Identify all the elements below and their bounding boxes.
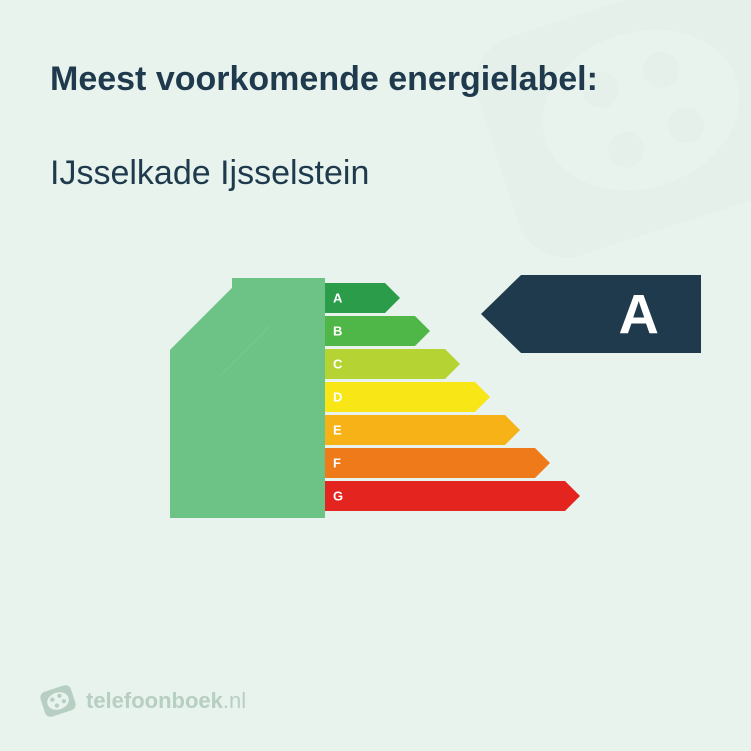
content-area: Meest voorkomende energielabel: IJsselka… bbox=[0, 0, 751, 543]
bar-label: E bbox=[333, 423, 342, 438]
location-subtitle: IJsselkade Ijsselstein bbox=[50, 154, 701, 193]
phonebook-icon bbox=[35, 678, 80, 723]
brand-name-bold: telefoonboek bbox=[86, 688, 223, 713]
house-silhouette bbox=[170, 278, 325, 518]
bar-label: D bbox=[333, 390, 342, 405]
bar-shape bbox=[325, 448, 550, 478]
page-title: Meest voorkomende energielabel: bbox=[50, 60, 701, 99]
bar-shape bbox=[325, 349, 460, 379]
bar-shape bbox=[325, 481, 580, 511]
brand-name-light: .nl bbox=[223, 688, 246, 713]
bar-label: B bbox=[333, 324, 342, 339]
bar-label: C bbox=[333, 357, 342, 372]
bar-label: F bbox=[333, 456, 341, 471]
energy-label-chart: A B C D E F G A bbox=[170, 263, 701, 543]
bar-shape bbox=[325, 415, 520, 445]
bar-shape bbox=[325, 382, 490, 412]
footer-text: telefoonboek.nl bbox=[86, 688, 246, 714]
bar-label: A bbox=[333, 291, 342, 306]
bar-label: G bbox=[333, 489, 343, 504]
result-letter: A bbox=[619, 282, 659, 347]
footer-brand: telefoonboek.nl bbox=[40, 683, 246, 719]
result-badge: A bbox=[481, 275, 701, 353]
